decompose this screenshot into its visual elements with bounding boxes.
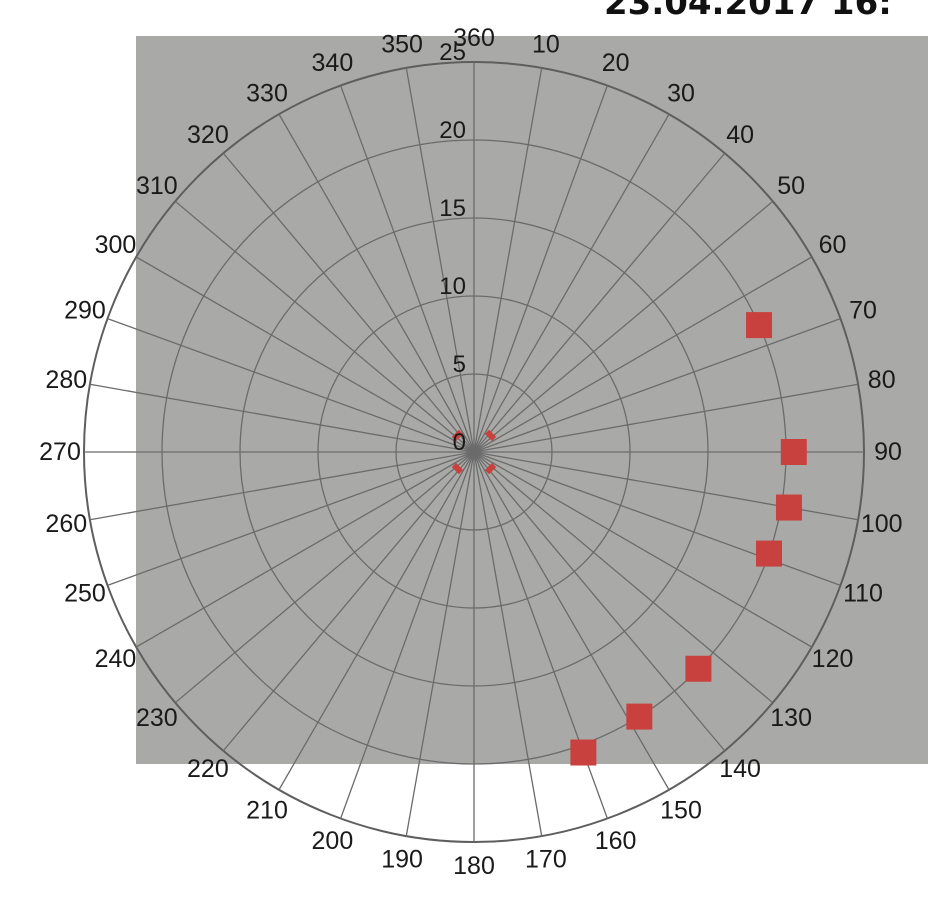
data-markers (451, 312, 807, 766)
radial-tick-label: 10 (439, 273, 466, 300)
spoke-80 (473, 383, 859, 453)
angle-tick-label: 290 (64, 296, 106, 324)
spoke-210 (278, 451, 475, 791)
angle-tick-label: 210 (246, 797, 288, 825)
axis-labels: 360 1020304050607080901001101201301401501… (39, 24, 902, 880)
spoke-330 (278, 113, 475, 453)
spoke-190 (405, 451, 475, 837)
angle-tick-label: 10 (532, 30, 560, 58)
angle-tick-label: 100 (861, 510, 903, 538)
angle-tick-label: 110 (843, 580, 883, 608)
angle-tick-label: 240 (95, 645, 137, 673)
spoke-250 (107, 451, 475, 586)
angle-tick-label: 60 (819, 231, 847, 259)
angle-tick-label: 340 (312, 49, 354, 77)
angle-tick-label: 260 (45, 510, 87, 538)
center-marker (484, 462, 497, 475)
angle-tick-label: 250 (64, 580, 106, 608)
angle-tick-label: 30 (667, 79, 695, 107)
spoke-240 (135, 451, 475, 648)
radial-tick-label: 20 (439, 117, 466, 144)
angle-tick-label: 80 (868, 366, 896, 394)
radial-tick-label: 0 (453, 429, 466, 456)
spoke-170 (473, 451, 543, 837)
center-marker (451, 429, 464, 442)
spoke-300 (135, 256, 475, 453)
spoke-30 (473, 113, 670, 453)
spoke-70 (473, 318, 841, 453)
angle-tick-label: 140 (719, 755, 761, 783)
chart-title: 23.04.2017 16: (604, 0, 892, 23)
radial-tick-label: 5 (453, 351, 466, 378)
spoke-60 (473, 256, 813, 453)
angle-tick-label: 280 (45, 366, 87, 394)
data-point-marker (626, 703, 653, 730)
angle-tick-label: 200 (312, 827, 354, 855)
spoke-40 (473, 152, 726, 453)
spoke-290 (107, 318, 475, 453)
angle-tick-label: 220 (187, 755, 229, 783)
radial-tick-label: 15 (439, 195, 466, 222)
spoke-260 (89, 451, 475, 521)
data-point-marker (685, 655, 712, 682)
spoke-120 (473, 451, 813, 648)
angle-tick-label: 230 (136, 704, 178, 732)
angle-tick-label: 320 (187, 121, 229, 149)
data-point-marker (780, 439, 807, 465)
spoke-10 (473, 67, 543, 453)
data-point-marker (570, 739, 597, 766)
angle-tick-label: 150 (660, 797, 702, 825)
spoke-310 (174, 200, 475, 453)
angle-tick-label: 170 (525, 846, 567, 874)
angle-tick-label: 50 (777, 172, 805, 200)
angle-tick-label: 120 (812, 645, 854, 673)
spoke-280 (89, 383, 475, 453)
spoke-230 (174, 451, 475, 704)
angle-tick-label: 20 (602, 49, 630, 77)
angle-tick-label: 40 (726, 121, 754, 149)
angle-tick-label: 70 (849, 296, 877, 324)
radial-tick-label: 25 (439, 39, 466, 66)
spoke-220 (222, 451, 475, 752)
angle-tick-label: 90 (874, 438, 902, 466)
angle-tick-label: 310 (136, 172, 178, 200)
spoke-350 (405, 67, 475, 453)
spoke-200 (340, 451, 475, 819)
data-point-marker (746, 312, 773, 339)
angle-tick-label: 300 (95, 231, 137, 259)
spoke-20 (473, 85, 608, 453)
data-point-marker (775, 494, 802, 521)
data-point-marker (756, 540, 783, 567)
spoke-130 (473, 451, 774, 704)
angle-tick-label: 190 (381, 846, 423, 874)
spoke-140 (473, 451, 726, 752)
spoke-320 (222, 152, 475, 453)
spoke-340 (340, 85, 475, 453)
spoke-150 (473, 451, 670, 791)
polar-grid (83, 61, 865, 843)
angle-tick-label: 160 (595, 827, 637, 855)
angle-tick-label: 330 (246, 79, 288, 107)
center-marker (451, 462, 464, 475)
angle-tick-label: 350 (381, 30, 423, 58)
angle-tick-label: 180 (453, 852, 495, 880)
angle-tick-label: 270 (39, 438, 81, 466)
angle-tick-label: 360 (453, 24, 495, 52)
angle-tick-label: 130 (770, 704, 812, 732)
spoke-50 (473, 200, 774, 453)
center-marker (484, 429, 497, 442)
